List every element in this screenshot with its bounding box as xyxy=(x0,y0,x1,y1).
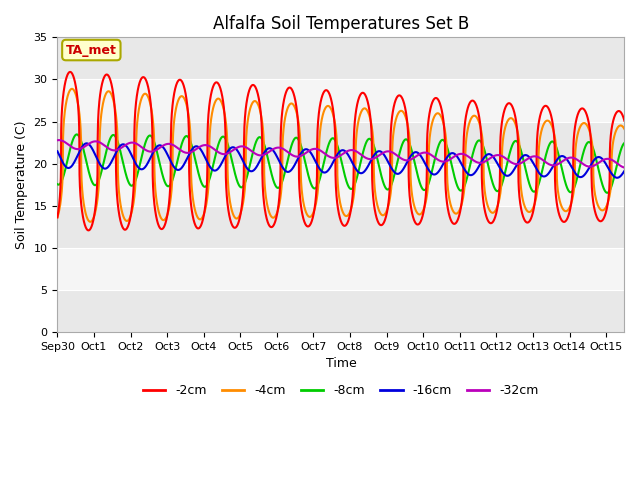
Bar xyxy=(58,79,625,121)
Text: TA_met: TA_met xyxy=(66,44,116,57)
X-axis label: Time: Time xyxy=(326,357,356,370)
Legend: -2cm, -4cm, -8cm, -16cm, -32cm: -2cm, -4cm, -8cm, -16cm, -32cm xyxy=(138,379,544,402)
Bar xyxy=(58,164,625,206)
Bar xyxy=(58,290,625,332)
Bar xyxy=(58,206,625,248)
Bar xyxy=(58,121,625,164)
Y-axis label: Soil Temperature (C): Soil Temperature (C) xyxy=(15,120,28,249)
Bar xyxy=(58,37,625,79)
Bar xyxy=(58,248,625,290)
Title: Alfalfa Soil Temperatures Set B: Alfalfa Soil Temperatures Set B xyxy=(212,15,469,33)
